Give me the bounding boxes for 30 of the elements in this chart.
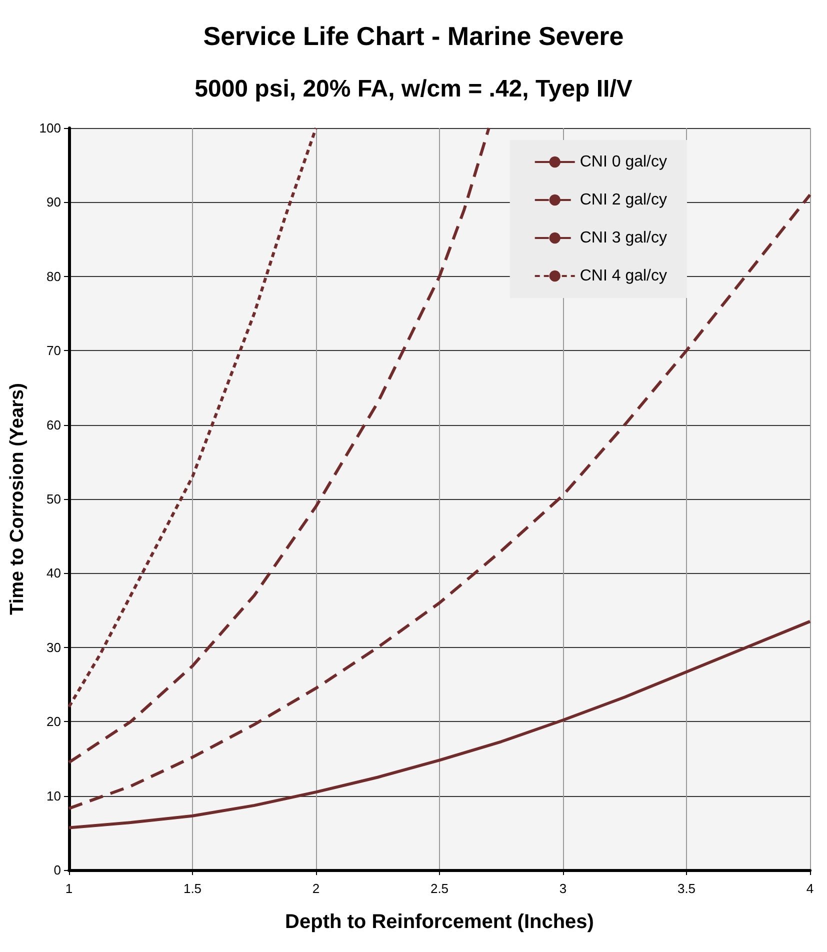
x-tick-label: 2 [312, 881, 320, 896]
line-series [68, 126, 490, 764]
y-tick-label: 20 [46, 714, 61, 730]
y-tick-label: 90 [46, 194, 61, 210]
y-axis-title: Time to Corrosion (Years) [7, 383, 28, 615]
y-tick-label: 100 [39, 120, 61, 136]
legend-label: CNI 4 gal/cy [580, 268, 667, 284]
y-tick-label: 30 [46, 640, 61, 655]
x-tick-label: 3.5 [677, 881, 696, 896]
y-tick-label: 0 [54, 862, 61, 878]
y-tick-label: 40 [46, 566, 61, 581]
y-tick-label: 70 [46, 343, 61, 358]
y-tick-label: 60 [46, 417, 61, 432]
x-tick-label: 3 [559, 881, 567, 896]
line-series [68, 620, 812, 830]
y-tick-label: 50 [46, 492, 61, 506]
y-tick-label: 80 [46, 268, 61, 284]
x-tick-label: 4 [806, 881, 814, 896]
legend-label: CNI 0 gal/cy [580, 154, 667, 170]
x-axis-title: Depth to Reinforcement (Inches) [285, 911, 594, 933]
chart-subtitle: 5000 psi, 20% FA, w/cm = .42, Tyep II/V [194, 76, 632, 102]
line-series [68, 193, 812, 810]
legend-label: CNI 3 gal/cy [580, 230, 667, 246]
chart-title: Service Life Chart - Marine Severe [203, 21, 624, 51]
x-tick-label: 2.5 [430, 881, 449, 896]
legend-label: CNI 2 gal/cy [580, 192, 667, 208]
line-series [68, 126, 318, 708]
x-tick-label: 1.5 [183, 881, 202, 896]
x-tick-label: 1 [65, 881, 73, 896]
y-tick-label: 10 [46, 788, 61, 804]
